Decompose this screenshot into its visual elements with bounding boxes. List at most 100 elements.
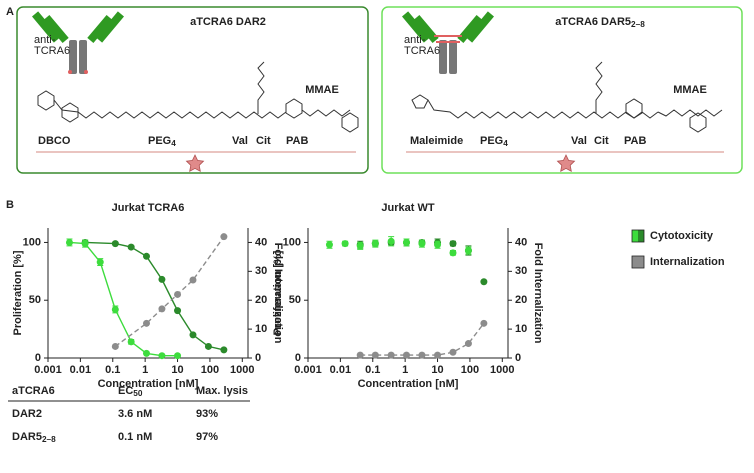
data-point — [356, 351, 364, 359]
construct-title-text: aTCRA6 DAR5 — [555, 16, 631, 28]
data-point — [464, 247, 472, 255]
linker-label-subscript: 4 — [171, 139, 176, 148]
payload-label: MMAE — [673, 84, 707, 96]
y2-tick-label: 10 — [515, 323, 527, 335]
y2-axis-label: Fold Internalization — [272, 243, 284, 344]
table-cell-text: 93% — [196, 408, 218, 420]
construct-title-subscript: 2–8 — [631, 20, 645, 29]
data-point — [480, 278, 488, 286]
data-point — [142, 252, 150, 260]
antibody-icon — [402, 11, 494, 74]
y-tick-label: 100 — [23, 236, 41, 248]
legend-swatch — [632, 256, 638, 268]
star-icon — [185, 154, 205, 172]
linker-label: Val — [232, 135, 248, 147]
x-tick-label: 1 — [142, 364, 148, 376]
data-point — [81, 240, 89, 248]
linker-label-text: Val — [571, 135, 587, 147]
table-header-text: Max. lysis — [196, 385, 248, 397]
table-cell-subscript: 2–8 — [42, 435, 56, 444]
linker-label: Maleimide — [410, 135, 463, 147]
y2-tick-label: 0 — [515, 352, 521, 364]
data-point — [480, 319, 488, 327]
data-point — [174, 307, 182, 315]
linker-label-text: PEG — [480, 135, 503, 147]
data-point — [325, 241, 333, 249]
data-point — [127, 338, 135, 346]
table-header: aTCRA6 — [12, 385, 55, 397]
linker-label-text: Cit — [594, 135, 609, 147]
table-cell: DAR2 — [12, 408, 42, 420]
data-point — [434, 351, 442, 359]
data-point — [449, 348, 457, 356]
table-cell: 93% — [196, 408, 218, 420]
chart-title: Jurkat WT — [381, 202, 434, 214]
data-point — [65, 238, 73, 246]
x-tick-label: 1 — [402, 364, 408, 376]
linker-label: PAB — [286, 135, 308, 147]
chart-title: Jurkat TCRA6 — [112, 202, 185, 214]
x-axis-label: Concentration [nM] — [358, 378, 459, 390]
linker-label-text: DBCO — [38, 135, 71, 147]
data-point — [449, 240, 457, 248]
data-point — [371, 351, 379, 359]
data-point — [189, 331, 197, 339]
linker-label-text: PEG — [148, 135, 171, 147]
table-header: Max. lysis — [196, 385, 248, 397]
data-point — [341, 240, 349, 248]
table-header: EC50 — [118, 385, 143, 398]
table-cell: 0.1 nM — [118, 431, 152, 443]
fit-line — [360, 322, 485, 356]
table-cell-text: DAR5 — [12, 431, 42, 443]
data-point — [434, 241, 442, 249]
chemical-structure — [37, 61, 359, 133]
linker-label: PEG4 — [148, 135, 176, 148]
y2-tick-label: 40 — [255, 236, 267, 248]
linker-label: Val — [571, 135, 587, 147]
data-point — [158, 305, 166, 313]
y2-tick-label: 20 — [515, 294, 527, 306]
linker-label: Cit — [594, 135, 609, 147]
panel-label: B — [6, 199, 14, 211]
y-tick-label: 50 — [289, 294, 301, 306]
data-point — [418, 351, 426, 359]
chemical-structure — [411, 61, 723, 133]
x-tick-label: 1000 — [490, 364, 514, 376]
construct-title-text: aTCRA6 DAR2 — [190, 16, 266, 28]
x-axis-label: Concentration [nM] — [98, 378, 199, 390]
x-tick-label: 0.1 — [365, 364, 380, 376]
data-point — [204, 342, 212, 350]
linker-label-text: Maleimide — [410, 135, 463, 147]
construct-title: aTCRA6 DAR52–8 — [555, 16, 645, 29]
y-tick-label: 50 — [29, 294, 41, 306]
table-cell-text: 97% — [196, 431, 218, 443]
data-point — [464, 340, 472, 348]
antibody-label: TCRA6 — [404, 45, 440, 57]
star-icon — [556, 154, 576, 172]
table-header-text: EC — [118, 385, 133, 397]
data-point — [418, 240, 426, 248]
data-point — [174, 352, 182, 360]
x-tick-label: 0.01 — [70, 364, 91, 376]
legend-swatch-border — [631, 255, 645, 269]
data-point — [158, 275, 166, 283]
legend-swatch — [638, 230, 644, 242]
construct-box — [16, 6, 369, 174]
y-axis-label: Proliferation [%] — [272, 250, 284, 335]
legend-label: Cytotoxicity — [650, 230, 714, 242]
table-cell: 97% — [196, 431, 218, 443]
y2-tick-label: 10 — [255, 323, 267, 335]
data-point — [356, 242, 364, 250]
linker-label-text: Val — [232, 135, 248, 147]
fit-line — [85, 241, 225, 351]
data-point — [111, 342, 119, 350]
x-tick-label: 100 — [461, 364, 479, 376]
y2-tick-label: 40 — [515, 236, 527, 248]
linker-label-subscript: 4 — [503, 139, 508, 148]
data-point — [387, 237, 395, 245]
table-cell-text: 0.1 nM — [118, 431, 152, 443]
fit-line — [69, 241, 178, 357]
fit-line — [114, 236, 225, 347]
